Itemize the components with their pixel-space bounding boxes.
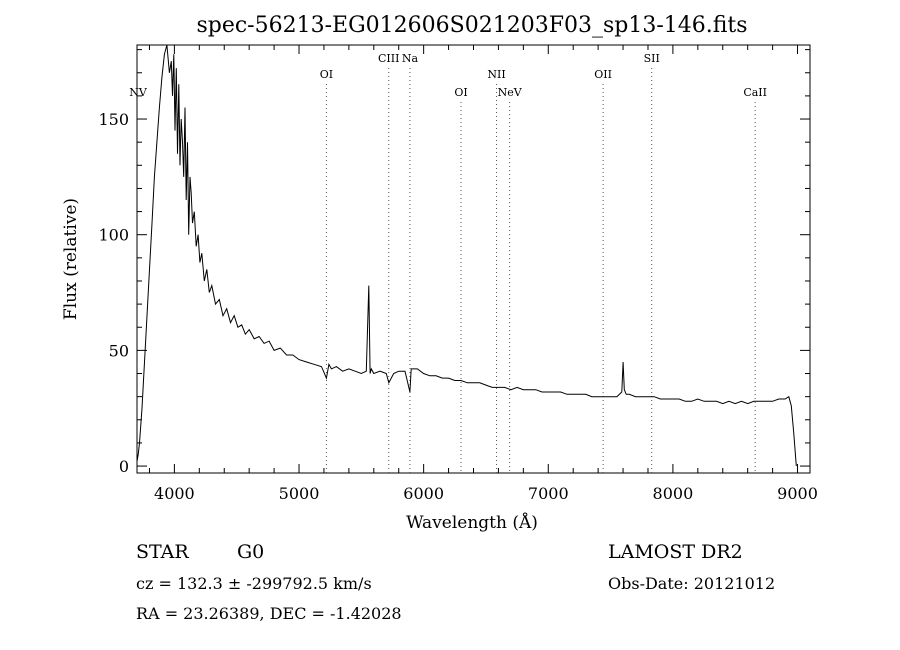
- line-marker-label: NeV: [498, 86, 523, 99]
- line-marker-label: OII: [594, 68, 612, 81]
- y-tick-label: 0: [119, 457, 129, 476]
- line-marker-label: OI: [454, 86, 467, 99]
- survey-name: LAMOST DR2: [608, 541, 743, 563]
- redshift-line: cz = 132.3 ± -299792.5 km/s: [136, 574, 372, 593]
- x-tick-label: 9000: [777, 484, 818, 503]
- x-tick-label: 6000: [403, 484, 444, 503]
- y-axis-label: Flux (relative): [61, 198, 81, 320]
- line-marker-label: CIII: [378, 52, 399, 65]
- plot-frame: [136, 44, 811, 474]
- axis-ticks: [137, 45, 810, 473]
- obs-date: Obs-Date: 20121012: [608, 574, 775, 593]
- line-marker-label: Na: [402, 52, 419, 65]
- coordinates: RA = 23.26389, DEC = -1.42028: [136, 604, 402, 623]
- y-tick-label: 50: [109, 341, 129, 360]
- y-tick-label: 150: [98, 110, 129, 129]
- plot-area-border: [136, 44, 811, 474]
- chart-title: spec-56213-EG012606S021203F03_sp13-146.f…: [196, 13, 747, 38]
- emission-line-markers: NV OI CIII Na OI NII NeV OII SII CaII: [129, 52, 767, 473]
- axis-tick-labels: 4000 5000 6000 7000 8000 9000 0 50 100 150: [98, 110, 817, 503]
- line-marker-label: NV: [129, 86, 148, 99]
- spectrum-line: [136, 44, 797, 467]
- x-tick-label: 4000: [154, 484, 195, 503]
- y-tick-label: 100: [98, 226, 129, 245]
- object-class: STAR: [136, 541, 189, 563]
- x-tick-label: 7000: [528, 484, 569, 503]
- object-subclass: G0: [237, 541, 264, 563]
- x-axis-label: Wavelength (Å): [406, 512, 538, 533]
- line-marker-label: CaII: [743, 86, 767, 99]
- x-tick-label: 8000: [653, 484, 694, 503]
- line-marker-label: SII: [644, 52, 660, 65]
- line-marker-label: OI: [320, 68, 333, 81]
- line-marker-label: NII: [487, 68, 505, 81]
- x-tick-label: 5000: [279, 484, 320, 503]
